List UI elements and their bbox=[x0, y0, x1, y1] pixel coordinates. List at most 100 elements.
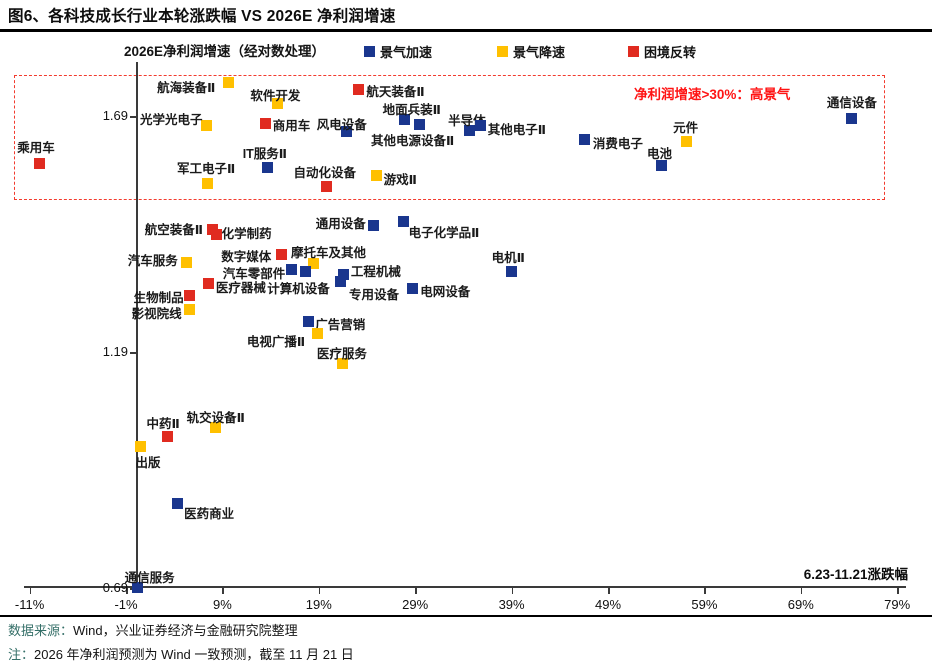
scatter-point bbox=[579, 134, 591, 146]
scatter-point bbox=[368, 220, 380, 232]
point-label: 摩托车及其他 bbox=[291, 246, 367, 261]
scatter-point bbox=[33, 157, 45, 169]
scatter-point bbox=[337, 358, 349, 370]
high-boom-dashed-box bbox=[14, 75, 885, 200]
point-label: 通信服务 bbox=[124, 571, 175, 586]
scatter-point bbox=[341, 126, 353, 138]
point-label: 地面兵装Ⅱ bbox=[382, 102, 441, 117]
x-axis-tick bbox=[415, 588, 417, 594]
point-label: 生物制品 bbox=[133, 291, 184, 306]
point-label: 航天装备Ⅱ bbox=[366, 85, 425, 100]
point-label: 计算机设备 bbox=[267, 281, 330, 296]
x-axis-tick-label: 19% bbox=[305, 597, 332, 612]
legend-item-reversal: 困境反转 bbox=[628, 42, 696, 60]
x-axis-tick-label: 29% bbox=[402, 597, 429, 612]
point-label: 航空装备Ⅱ bbox=[144, 223, 203, 238]
y-axis-tick-label: 1.69 bbox=[102, 108, 128, 123]
scatter-point bbox=[321, 181, 332, 193]
point-label: 电视广播Ⅱ bbox=[246, 335, 306, 350]
scatter-point bbox=[171, 497, 183, 509]
note-line: 注：2026 年净利润预测为 Wind 一致预测，截至 11 月 21 日 bbox=[8, 644, 354, 663]
source-text: Wind，兴业证券经济与金融研究院整理 bbox=[73, 623, 298, 638]
footer-separator bbox=[0, 615, 932, 617]
y-axis-title: 2026E净利润增速（经对数处理） bbox=[124, 44, 326, 59]
scatter-point bbox=[312, 327, 324, 339]
title-underline bbox=[0, 29, 932, 32]
scatter-point bbox=[506, 266, 518, 278]
scatter-point bbox=[338, 268, 350, 280]
legend-label-reversal: 困境反转 bbox=[644, 45, 697, 60]
point-label: 消费电子 bbox=[592, 136, 643, 151]
note-text: 2026 年净利润预测为 Wind 一致预测，截至 11 月 21 日 bbox=[34, 647, 354, 662]
scatter-point bbox=[352, 83, 364, 95]
point-label: 电子化学品Ⅱ bbox=[408, 226, 480, 241]
x-axis-tick-label: 9% bbox=[212, 597, 232, 612]
point-label: 数字媒体 bbox=[221, 250, 272, 265]
point-label: 电机Ⅱ bbox=[491, 250, 525, 265]
scatter-point bbox=[299, 266, 311, 278]
scatter-point bbox=[184, 289, 196, 301]
scatter-point bbox=[132, 581, 144, 593]
scatter-point bbox=[134, 440, 146, 452]
point-label: 汽车零部件 bbox=[222, 267, 286, 282]
point-label: IT服务Ⅱ bbox=[242, 146, 288, 161]
scatter-point bbox=[475, 119, 487, 131]
point-label: 其他电子Ⅱ bbox=[487, 123, 546, 138]
point-label: 通用设备 bbox=[315, 216, 366, 231]
point-label: 广告营销 bbox=[315, 318, 366, 333]
x-axis-tick-label: 79% bbox=[884, 597, 911, 612]
scatter-point bbox=[201, 119, 213, 131]
point-label: 光学光电子 bbox=[139, 113, 203, 128]
scatter-point bbox=[334, 275, 346, 287]
scatter-point bbox=[680, 135, 692, 147]
y-axis-tick bbox=[130, 116, 137, 118]
point-label: 医疗服务 bbox=[316, 346, 367, 361]
scatter-point bbox=[181, 256, 193, 268]
scatter-point bbox=[161, 431, 173, 443]
y-axis-tick bbox=[130, 352, 137, 354]
point-label: 自动化设备 bbox=[293, 165, 357, 180]
high-boom-annotation: 净利润增速>30%：高景气 bbox=[634, 87, 791, 102]
legend-item-accel: 景气加速 bbox=[364, 42, 432, 60]
y-axis-tick-label: 1.19 bbox=[102, 344, 128, 359]
scatter-point bbox=[210, 422, 222, 434]
chart-header: 2026E净利润增速（经对数处理） 景气加速 景气降速 困境反转 bbox=[0, 38, 932, 60]
x-axis-tick bbox=[608, 588, 610, 594]
scatter-point bbox=[286, 263, 298, 275]
point-label: 商用车 bbox=[272, 119, 311, 134]
x-axis-tick-label: -11% bbox=[14, 597, 45, 612]
x-axis-tick bbox=[704, 588, 706, 594]
x-axis-tick bbox=[29, 588, 32, 594]
point-label: 汽车服务 bbox=[127, 254, 178, 269]
scatter-point bbox=[371, 170, 383, 182]
scatter-point bbox=[222, 77, 234, 89]
scatter-point bbox=[302, 315, 314, 327]
x-axis-line bbox=[24, 586, 906, 588]
scatter-point bbox=[275, 248, 287, 260]
x-axis-tick-label: 69% bbox=[787, 597, 814, 612]
point-label: 专用设备 bbox=[349, 288, 400, 303]
point-label: 游戏Ⅱ bbox=[383, 172, 417, 187]
y-axis-line bbox=[136, 62, 138, 588]
x-axis-tick-label: -1% bbox=[114, 597, 138, 612]
point-label: 乘用车 bbox=[17, 141, 55, 156]
point-label: 医疗器械 bbox=[215, 280, 266, 295]
legend-label-accel: 景气加速 bbox=[380, 45, 433, 60]
scatter-point bbox=[262, 162, 274, 174]
scatter-point bbox=[260, 117, 272, 129]
scatter-point bbox=[655, 160, 667, 172]
scatter-point bbox=[202, 177, 214, 189]
point-label: 元件 bbox=[673, 121, 699, 136]
scatter-point bbox=[184, 304, 196, 316]
y-axis-tick-label: 0.69 bbox=[102, 580, 128, 595]
x-axis-tick bbox=[897, 588, 899, 594]
scatter-point bbox=[211, 228, 223, 240]
scatter-point bbox=[846, 112, 858, 124]
source-prefix: 数据来源： bbox=[8, 623, 74, 638]
scatter-point bbox=[307, 257, 319, 269]
point-label: 工程机械 bbox=[350, 265, 401, 280]
figure-title: 图6、各科技成长行业本轮涨跌幅 VS 2026E 净利润增速 bbox=[8, 8, 396, 25]
legend-swatch-accel-icon bbox=[364, 46, 375, 57]
scatter-point bbox=[399, 114, 411, 126]
